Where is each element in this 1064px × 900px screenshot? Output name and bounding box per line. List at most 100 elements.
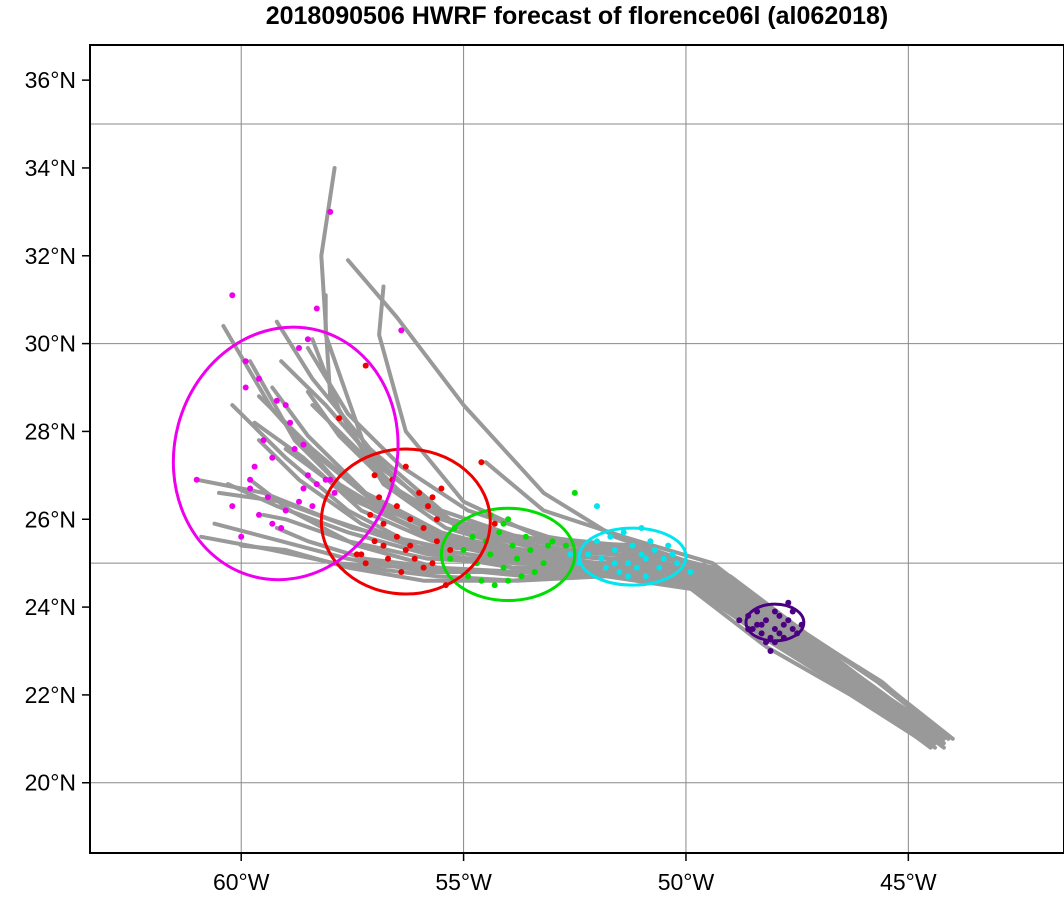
forecast-point-2-11	[522, 533, 529, 540]
forecast-point-3-30	[336, 415, 343, 422]
forecast-point-4-2	[304, 336, 311, 343]
ensemble-track-20	[283, 447, 937, 741]
ensemble-track-23	[261, 512, 933, 737]
forecast-point-2-26	[571, 489, 578, 496]
forecast-point-0-8	[776, 612, 783, 619]
forecast-point-1-25	[567, 551, 574, 558]
forecast-point-4-9	[282, 402, 289, 409]
plot-frame	[89, 44, 1064, 854]
forecast-point-4-19	[264, 494, 271, 501]
forecast-point-4-17	[331, 489, 338, 496]
forecast-point-3-21	[371, 472, 378, 479]
forecast-point-0-2	[763, 617, 769, 624]
forecast-point-3-6	[433, 516, 440, 523]
forecast-point-1-26	[625, 573, 632, 580]
forecast-point-3-14	[438, 485, 445, 492]
forecast-point-3-33	[491, 520, 498, 527]
x-tick-label-1: 55°W	[435, 869, 492, 895]
forecast-point-0-21	[758, 621, 765, 628]
forecast-point-2-21	[500, 520, 507, 527]
forecast-point-1-15	[629, 542, 636, 549]
forecast-point-4-8	[273, 397, 280, 404]
forecast-point-0-4	[780, 621, 787, 628]
forecast-point-1-22	[665, 542, 672, 549]
ensemble-track-3	[346, 258, 942, 741]
forecast-point-2-12	[465, 573, 471, 580]
forecast-point-3-17	[398, 569, 405, 575]
x-tick-label-2: 50°W	[658, 869, 715, 895]
forecast-point-1-0	[585, 551, 592, 558]
forecast-point-4-34	[300, 441, 307, 448]
y-tick-label-5: 30°N	[25, 331, 76, 357]
forecast-point-4-16	[322, 476, 329, 483]
forecast-point-3-9	[376, 494, 383, 501]
forecast-point-4-31	[327, 476, 334, 483]
forecast-point-1-23	[611, 560, 618, 567]
ensemble-track-28	[274, 526, 933, 741]
forecast-point-0-10	[749, 626, 756, 632]
y-tick-label-8: 36°N	[25, 67, 76, 93]
uncertainty-ellipses	[171, 325, 806, 643]
forecast-point-1-9	[616, 569, 623, 575]
forecast-point-2-10	[509, 542, 516, 549]
forecast-point-1-2	[611, 547, 618, 553]
forecast-point-3-5	[420, 525, 427, 531]
forecast-point-3-19	[429, 560, 436, 567]
forecast-point-3-25	[433, 538, 440, 545]
forecast-point-4-23	[256, 511, 262, 518]
forecast-point-0-1	[754, 621, 761, 628]
forecast-point-2-14	[491, 582, 498, 589]
ensemble-tracks	[194, 166, 955, 750]
forecast-point-1-8	[602, 564, 609, 571]
forecast-point-1-5	[651, 547, 658, 553]
uncertainty-ellipse-2	[439, 506, 577, 603]
forecast-point-4-0	[229, 292, 236, 299]
forecast-point-3-3	[393, 533, 400, 540]
forecast-point-3-16	[385, 555, 391, 562]
forecast-point-4-28	[238, 533, 245, 540]
forecast-point-2-6	[540, 560, 547, 567]
x-tick-label-0: 60°W	[213, 869, 270, 895]
ensemble-track-21	[305, 346, 946, 737]
forecast-point-2-23	[505, 516, 512, 523]
forecast-point-4-5	[242, 358, 249, 365]
forecast-point-4-4	[398, 327, 405, 334]
forecast-point-4-6	[296, 345, 302, 351]
forecast-point-3-24	[407, 516, 414, 523]
forecast-point-1-1	[598, 555, 605, 562]
forecast-point-3-22	[393, 503, 400, 510]
forecast-point-4-25	[300, 485, 307, 492]
forecast-point-1-11	[642, 573, 649, 580]
forecast-point-4-12	[269, 454, 276, 461]
forecast-point-0-6	[758, 630, 765, 637]
forecast-point-4-18	[247, 476, 254, 483]
y-tick-label-2: 24°N	[25, 594, 76, 620]
forecast-point-3-26	[353, 551, 360, 558]
forecast-point-3-11	[402, 463, 409, 470]
forecast-point-1-14	[620, 529, 627, 536]
forecast-point-1-20	[594, 503, 600, 510]
forecast-point-2-22	[447, 555, 454, 562]
forecast-point-3-2	[380, 520, 387, 527]
y-tick-label-4: 28°N	[25, 418, 76, 444]
forecast-point-2-13	[478, 577, 485, 584]
forecast-point-4-30	[269, 520, 276, 527]
forecast-point-3-31	[362, 362, 369, 369]
forecast-point-3-23	[429, 494, 436, 501]
forecast-point-2-9	[496, 529, 503, 536]
y-tick-label-6: 32°N	[25, 243, 76, 269]
forecast-point-1-13	[607, 533, 614, 540]
forecast-point-4-26	[309, 503, 316, 510]
forecast-point-1-7	[669, 551, 676, 558]
forecast-point-4-27	[193, 476, 200, 483]
forecast-point-1-21	[687, 569, 694, 575]
forecast-point-2-4	[514, 555, 520, 562]
forecast-point-3-4	[407, 542, 414, 549]
forecast-point-2-25	[562, 542, 569, 549]
forecast-point-2-3	[500, 564, 507, 571]
forecast-point-0-3	[771, 626, 778, 632]
forecast-point-0-9	[785, 617, 792, 624]
x-axis-ticks: 60°W 55°W 50°W 45°W	[213, 853, 937, 895]
forecast-point-3-15	[362, 560, 369, 567]
forecast-point-3-28	[420, 564, 427, 571]
